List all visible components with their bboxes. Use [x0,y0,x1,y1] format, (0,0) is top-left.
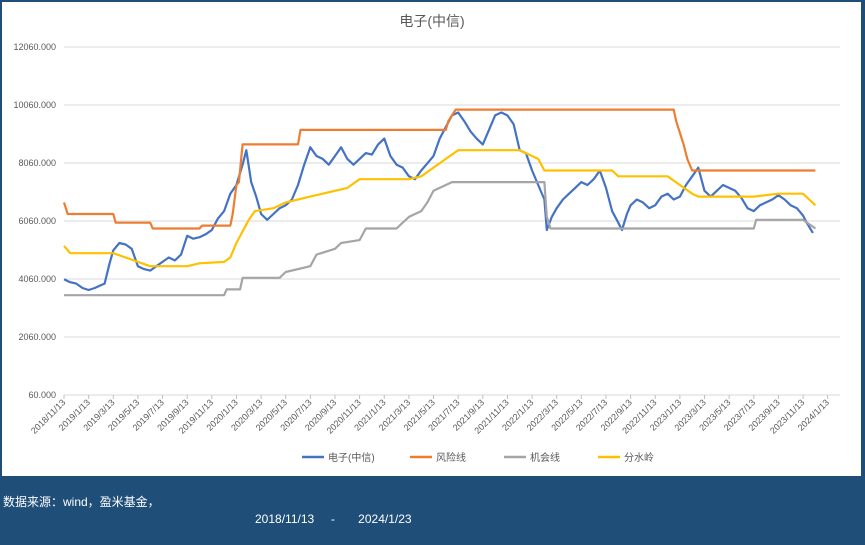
y-tick-label: 4060.000 [18,274,56,284]
series-line-4 [63,149,817,268]
line-chart: 电子(中信) 12060.000 10060.000 8060.000 6060.00… [13,13,840,464]
series-line-1 [63,111,814,292]
y-tick-label: 6060.000 [18,216,56,226]
legend-label: 机会线 [530,451,560,464]
y-tick-label: 2060.000 [18,332,56,342]
y-tick-label: 10060.000 [13,100,56,110]
footer: 数据来源：wind，盈米基金， 2018/11/13 - 2024/1/23 [0,477,865,526]
series-lines [62,108,817,297]
source-note: 数据来源：wind，盈米基金， [3,495,160,509]
date-range: 2018/11/13 - 2024/1/23 [255,512,412,526]
gridlines [64,46,840,396]
y-tick-label: 60.000 [28,390,56,400]
legend: 电子(中信) 风险线 机会线 分水岭 [302,451,654,464]
y-axis: 12060.000 10060.000 8060.000 6060.000 4060.0… [13,42,56,400]
y-tick-label: 8060.000 [18,158,56,168]
legend-label: 分水岭 [624,451,654,464]
legend-label: 电子(中信) [328,451,375,464]
chart-title: 电子(中信) [399,13,464,29]
legend-label: 风险线 [436,451,466,464]
x-axis: 2018/11/132019/1/132019/3/132019/5/13201… [29,395,831,436]
y-tick-label: 12060.000 [13,42,56,52]
chart-frame: 电子(中信) 12060.000 10060.000 8060.000 6060.00… [0,2,865,526]
series-line-2 [62,108,816,230]
series-line-3 [64,181,817,297]
chart-panel: 电子(中信) 12060.000 10060.000 8060.000 6060.00… [2,2,861,476]
